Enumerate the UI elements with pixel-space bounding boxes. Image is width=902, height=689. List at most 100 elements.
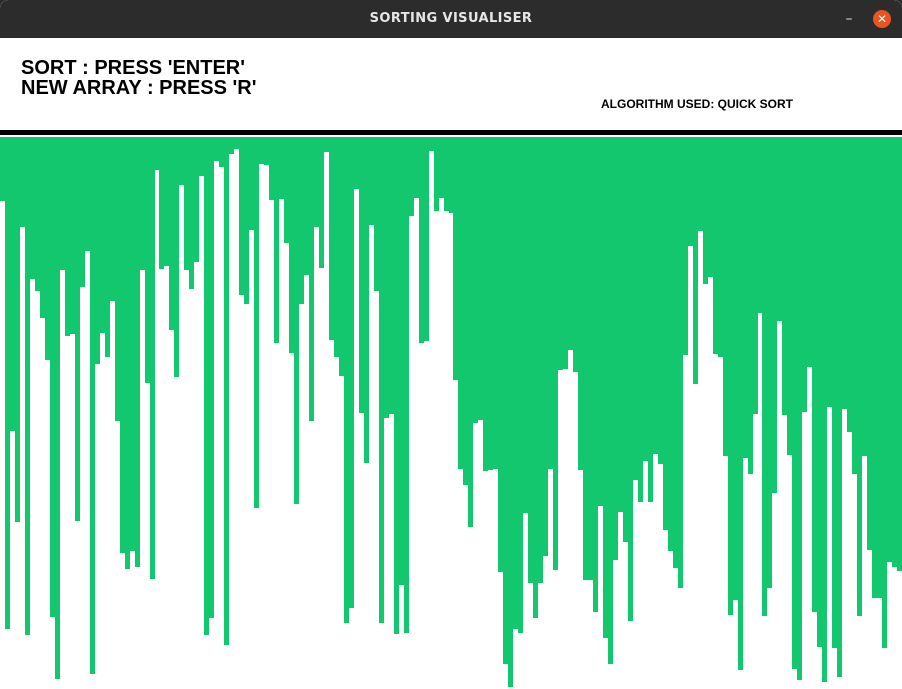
array-bar [642, 137, 648, 461]
array-bar [657, 137, 663, 464]
array-bar [408, 137, 414, 216]
array-bar [229, 137, 235, 154]
array-bar [827, 137, 833, 407]
array-bar [667, 137, 673, 551]
array-bar [538, 137, 544, 583]
array-bar [727, 137, 733, 615]
array-bar [368, 137, 374, 225]
array-bar [493, 137, 499, 469]
array-bar [887, 137, 893, 562]
array-bar [254, 137, 260, 508]
array-bar [104, 137, 110, 357]
array-bar [817, 137, 823, 647]
array-bar [169, 137, 175, 330]
array-bar [802, 137, 808, 412]
array-bar [602, 137, 608, 638]
array-bar [4, 137, 10, 629]
array-bar [877, 137, 883, 598]
array-bar [89, 137, 95, 674]
array-bar [303, 137, 309, 275]
array-bar [627, 137, 633, 621]
array-bar [712, 137, 718, 354]
array-bar [867, 137, 873, 550]
array-bar [598, 137, 603, 506]
array-bar [822, 137, 828, 682]
array-bar [448, 137, 454, 213]
array-bar [438, 137, 444, 198]
array-bar [164, 137, 170, 266]
array-bar [323, 137, 329, 152]
array-bar [652, 137, 658, 454]
array-bar [528, 137, 534, 583]
title-bar[interactable]: SORTING VISUALISER – ✕ [0, 0, 902, 38]
array-bar [308, 137, 314, 421]
array-bar [588, 137, 594, 580]
array-bar [378, 137, 384, 623]
array-bar [124, 137, 130, 569]
array-bar [702, 137, 708, 284]
array-bar [568, 137, 574, 350]
array-bar [732, 137, 738, 600]
array-bar [134, 137, 140, 567]
array-bar [463, 137, 469, 485]
array-bar [139, 137, 145, 270]
array-bar [269, 137, 275, 200]
array-bar [29, 137, 35, 279]
array-bar [249, 137, 255, 230]
array-bar [54, 137, 60, 679]
array-bar [612, 137, 618, 560]
array-bar [752, 137, 758, 414]
array-bar [204, 137, 210, 635]
window-title: SORTING VISUALISER [369, 11, 533, 26]
array-bar [338, 137, 344, 376]
minimize-button[interactable]: – [845, 11, 853, 27]
array-bar [333, 137, 339, 357]
array-bar [348, 137, 354, 608]
array-bar [583, 137, 589, 580]
array-bar [239, 137, 245, 295]
array-bar [757, 137, 763, 313]
array-bar [74, 137, 80, 521]
array-bar [862, 137, 868, 456]
array-bar [289, 137, 295, 353]
array-bar [737, 137, 743, 670]
array-bar [722, 137, 728, 456]
array-bar [433, 137, 439, 211]
array-bar [797, 137, 803, 680]
array-bar [548, 137, 554, 469]
new-array-instruction: NEW ARRAY : PRESS 'R' [21, 77, 257, 99]
array-bar [144, 137, 150, 383]
array-bar [109, 137, 115, 301]
array-bar [607, 137, 613, 664]
array-bar [174, 137, 180, 377]
sort-instruction: SORT : PRESS 'ENTER' [21, 57, 245, 79]
algorithm-label: ALGORITHM USED: QUICK SORT [601, 97, 793, 111]
array-bar [159, 137, 165, 269]
array-bar [742, 137, 748, 458]
array-bar [299, 137, 304, 304]
array-bar [79, 137, 85, 287]
array-bar [44, 137, 50, 360]
array-bar [413, 137, 419, 198]
array-bar [274, 137, 280, 343]
close-button[interactable]: ✕ [873, 10, 891, 28]
array-bar [622, 137, 628, 542]
array-bar [892, 137, 898, 567]
array-bar [428, 137, 434, 151]
array-bar [837, 137, 843, 677]
array-bar [154, 137, 160, 170]
array-bar [264, 137, 270, 165]
array-bar [129, 137, 135, 551]
array-bar [897, 137, 902, 571]
array-bar [403, 137, 409, 633]
array-bar [523, 137, 529, 513]
array-bar [847, 137, 853, 432]
array-bar [373, 137, 379, 291]
array-bar [353, 137, 359, 189]
array-bar [328, 137, 334, 340]
array-bar [852, 137, 858, 474]
array-bar [488, 137, 494, 470]
array-bar [94, 137, 100, 364]
divider-line [0, 130, 902, 135]
